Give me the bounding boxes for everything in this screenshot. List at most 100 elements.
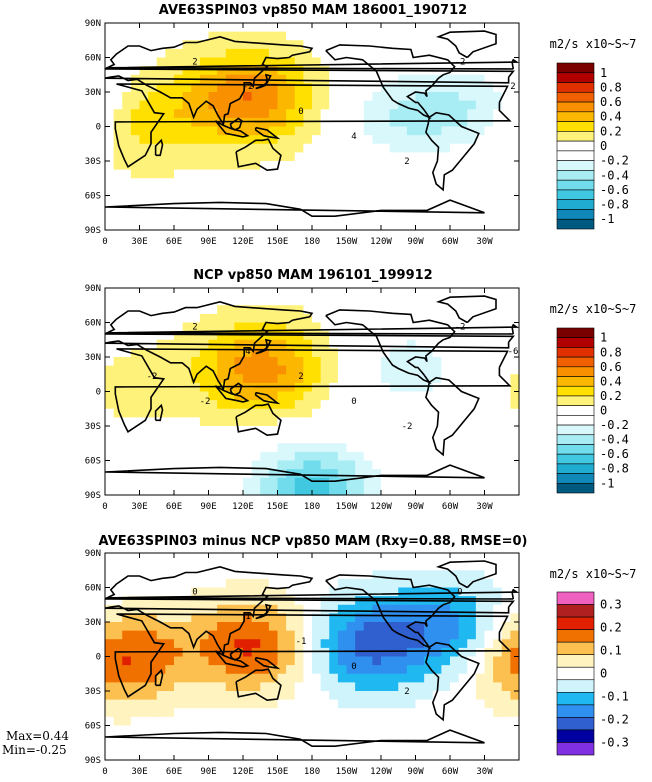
colorbar-label: 0 bbox=[600, 139, 607, 153]
x-tick-label: 90W bbox=[407, 767, 424, 777]
colorbar-label: 0.3 bbox=[600, 598, 622, 612]
panel-2-field bbox=[105, 288, 520, 496]
x-tick-label: 150W bbox=[336, 767, 358, 777]
x-tick-label: 30E bbox=[131, 767, 147, 777]
contour-label: 4 bbox=[351, 132, 356, 142]
colorbar-swatch bbox=[556, 218, 595, 230]
x-tick-label: 0 bbox=[102, 237, 107, 247]
panel-1-colorbar: 10.80.60.40.20-0.2-0.4-0.6-0.8-1 bbox=[556, 62, 629, 230]
colorbar-swatch bbox=[556, 121, 595, 132]
x-tick-label: 90E bbox=[200, 767, 216, 777]
x-tick-label: 90E bbox=[200, 502, 216, 512]
contour-label: -2 bbox=[455, 322, 466, 332]
colorbar-swatch bbox=[556, 337, 595, 348]
x-tick-label: 60E bbox=[166, 767, 182, 777]
colorbar-swatch bbox=[556, 160, 595, 171]
x-tick-label: 120W bbox=[370, 767, 392, 777]
x-tick-label: 90E bbox=[200, 237, 216, 247]
min-stat: Min=-0.25 bbox=[2, 743, 67, 757]
x-tick-label: 150E bbox=[267, 767, 289, 777]
x-tick-label: 0 bbox=[102, 502, 107, 512]
y-tick-label: 90S bbox=[85, 226, 101, 236]
y-tick-label: 0 bbox=[96, 653, 101, 663]
colorbar-label: -0.8 bbox=[600, 198, 629, 212]
contour-label: -2 bbox=[200, 397, 211, 407]
panel-2-colorbar: 10.80.60.40.20-0.2-0.4-0.6-0.8-1 bbox=[556, 327, 629, 494]
x-tick-label: 120W bbox=[370, 237, 392, 247]
contour-label: -2 bbox=[455, 57, 466, 67]
x-tick-label: 120W bbox=[370, 502, 392, 512]
colorbar-label: 0.6 bbox=[600, 360, 622, 374]
contour-label: 2 bbox=[192, 57, 197, 67]
colorbar-label: -0.4 bbox=[600, 168, 629, 182]
colorbar-label: -1 bbox=[600, 212, 614, 226]
panel-3-title: AVE63SPIN03 minus NCP vp850 MAM (Rxy=0.8… bbox=[99, 534, 528, 549]
y-tick-label: 60N bbox=[85, 319, 101, 329]
colorbar-swatch bbox=[556, 434, 595, 445]
panel-1-title: AVE63SPIN03 vp850 MAM 186001_190712 bbox=[159, 3, 467, 18]
x-tick-label: 90W bbox=[407, 502, 424, 512]
x-tick-label: 150W bbox=[336, 237, 358, 247]
colorbar-label: -0.3 bbox=[600, 736, 629, 750]
colorbar-swatch bbox=[556, 629, 595, 643]
panel-2-coastlines bbox=[104, 295, 520, 483]
colorbar-label: 0.2 bbox=[600, 124, 622, 138]
colorbar-swatch bbox=[556, 463, 595, 474]
colorbar-swatch bbox=[556, 604, 595, 618]
contour-label: 2 bbox=[298, 372, 303, 382]
contour-label: 0 bbox=[351, 662, 356, 672]
colorbar-label: 0 bbox=[600, 404, 607, 418]
colorbar-swatch bbox=[556, 654, 595, 668]
colorbar-swatch bbox=[556, 473, 595, 484]
colorbar-label: -0.6 bbox=[600, 183, 629, 197]
y-tick-label: 60S bbox=[85, 192, 101, 202]
colorbar-swatch bbox=[556, 444, 595, 455]
max-stat: Max=0.44 bbox=[6, 729, 69, 743]
colorbar-swatch bbox=[556, 101, 595, 113]
colorbar-swatch bbox=[556, 170, 595, 181]
colorbar-label: -0.4 bbox=[600, 433, 629, 447]
x-tick-label: 30W bbox=[476, 767, 493, 777]
x-tick-label: 0 bbox=[102, 767, 107, 777]
colorbar-swatch bbox=[556, 641, 595, 655]
colorbar-swatch bbox=[556, 405, 595, 416]
x-tick-label: 30E bbox=[131, 502, 147, 512]
panel-2-title: NCP vp850 MAM 196101_199912 bbox=[193, 268, 432, 283]
colorbar-swatch bbox=[556, 82, 595, 93]
colorbar-swatch bbox=[556, 72, 595, 83]
colorbar-swatch bbox=[556, 704, 595, 718]
contour-label: 2 bbox=[404, 687, 409, 697]
colorbar-label: -1 bbox=[600, 476, 614, 490]
colorbar-swatch bbox=[556, 347, 595, 358]
colorbar-swatch bbox=[556, 742, 595, 756]
contour-label: -6 bbox=[508, 347, 519, 357]
panel-1: AVE63SPIN03 vp850 MAM 186001_190712 m2/s… bbox=[85, 3, 637, 247]
x-tick-label: 60E bbox=[166, 502, 182, 512]
colorbar-swatch bbox=[556, 150, 595, 161]
colorbar-swatch bbox=[556, 415, 595, 426]
y-tick-label: 90S bbox=[85, 491, 101, 501]
colorbar-swatch bbox=[556, 395, 595, 406]
colorbar-swatch bbox=[556, 692, 595, 706]
colorbar-swatch bbox=[556, 376, 595, 387]
colorbar-swatch bbox=[556, 327, 595, 339]
colorbar-swatch bbox=[556, 482, 595, 494]
y-tick-label: 60N bbox=[85, 54, 101, 64]
x-tick-label: 60E bbox=[166, 237, 182, 247]
colorbar-swatch bbox=[556, 385, 595, 397]
colorbar-label: 0.2 bbox=[600, 389, 622, 403]
colorbar-swatch bbox=[556, 717, 595, 731]
x-tick-label: 150W bbox=[336, 502, 358, 512]
colorbar-swatch bbox=[556, 453, 595, 465]
colorbar-label: -0.8 bbox=[600, 462, 629, 476]
panel-1-field bbox=[105, 23, 520, 231]
panel-1-units: m2/s x10~S~7 bbox=[550, 37, 637, 51]
colorbar-label: 0.4 bbox=[600, 110, 622, 124]
x-tick-label: 30W bbox=[476, 237, 493, 247]
contour-label: 0 bbox=[192, 587, 197, 597]
colorbar-swatch bbox=[556, 62, 595, 74]
contour-label: 2 bbox=[510, 82, 515, 92]
y-tick-label: 90N bbox=[85, 284, 101, 294]
x-tick-label: 120E bbox=[232, 502, 254, 512]
